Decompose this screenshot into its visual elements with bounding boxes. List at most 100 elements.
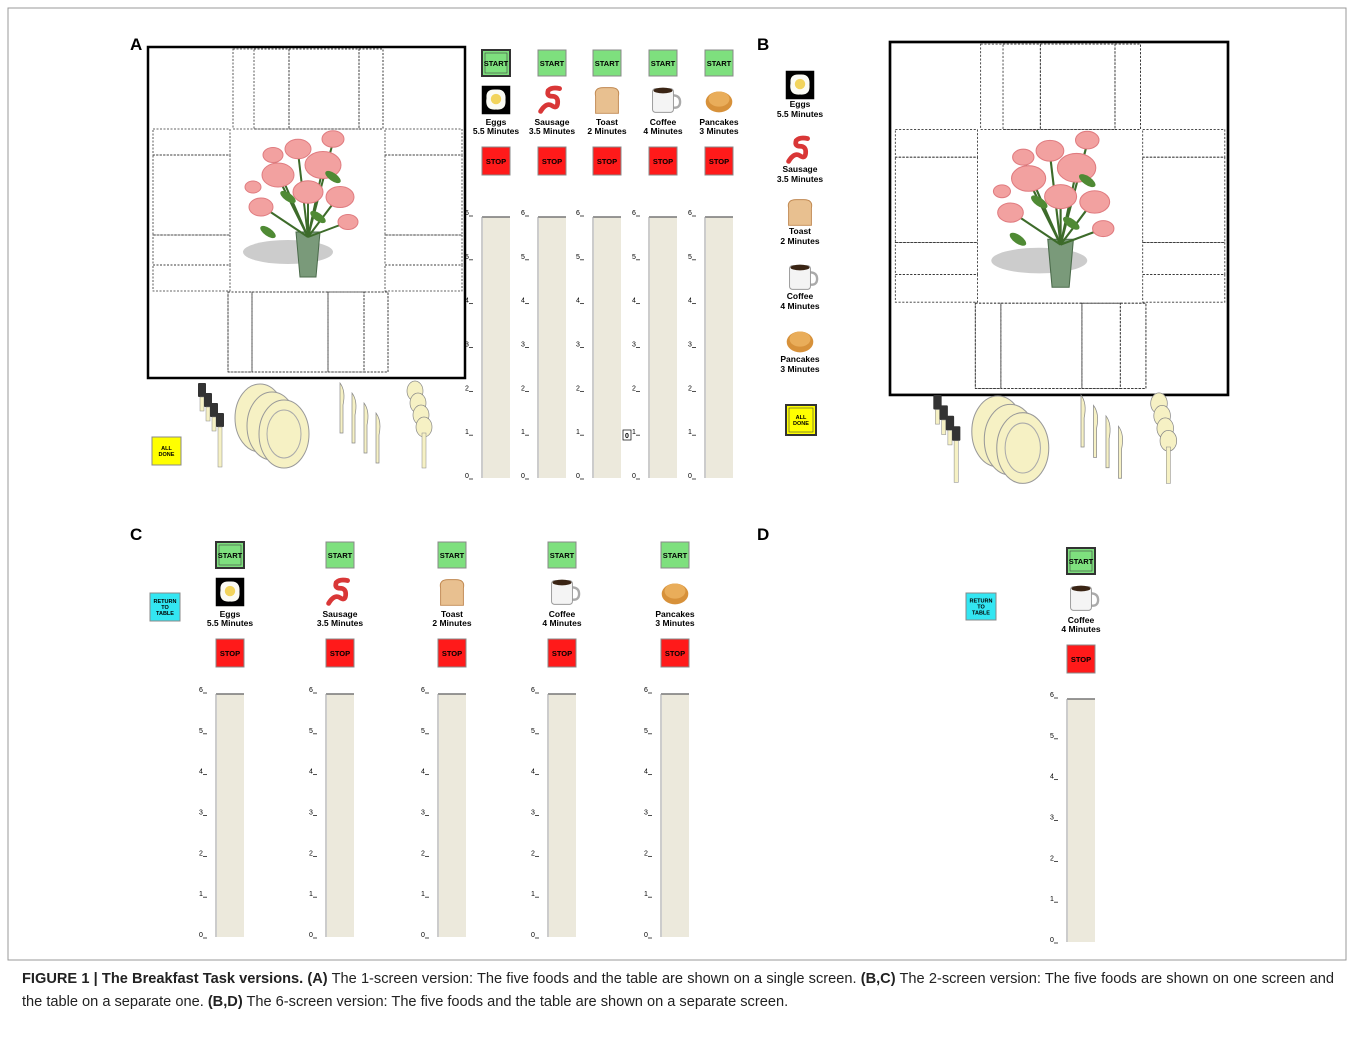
toast [439,579,465,606]
gauge-bar [650,217,677,478]
gauge-tick-label: 0 [632,473,636,480]
button-inner [1069,550,1093,572]
gauge-tick-label: 0 [421,932,425,939]
gauge-bar [594,217,621,478]
gauge-tick-label: 0 [1050,937,1054,944]
button[interactable]: STOP [547,638,577,668]
button[interactable]: START [481,49,511,77]
button-face [1066,644,1096,674]
button[interactable]: STOP [592,146,622,176]
gauge-tick-label: 2 [309,850,313,857]
food-icon [786,331,814,353]
food-time: 3 Minutes [655,618,694,628]
gauge-bar [217,694,244,937]
caption-segment: The 1-screen version: The five foods and… [327,971,857,987]
fork [210,403,218,417]
fork [952,426,961,441]
button-label: STOP [486,157,506,166]
button[interactable]: START [704,49,734,77]
button-label: START [484,59,509,68]
button[interactable]: START [1066,547,1096,575]
button[interactable]: STOP [481,146,511,176]
gauge-tick-label: 1 [199,891,203,898]
food-icon [551,579,581,605]
gauge-tick-label: 1 [531,891,535,898]
gauge-tick-label: 5 [199,728,203,735]
food-icon [652,87,682,113]
button[interactable]: STOP [704,146,734,176]
food-icon [785,70,815,100]
leaf [260,225,276,239]
button-face [325,541,355,569]
sausage [538,85,562,114]
button[interactable]: STOP [437,638,467,668]
gauge-tick-label: 0 [576,473,580,480]
button-face [437,541,467,569]
button-label: START [663,551,688,560]
petal [1044,184,1078,210]
button-label: ALL [796,415,807,421]
button[interactable]: START [325,541,355,569]
button[interactable]: START [547,541,577,569]
gauge-tick-label: 6 [1050,692,1054,699]
placemat [894,274,978,303]
button[interactable]: START [437,541,467,569]
gauge-tick-label: 2 [688,385,692,392]
fork [204,393,212,407]
button-face [965,592,997,621]
food-time: 4 Minutes [542,618,581,628]
gauge-tick-label: 3 [465,342,469,349]
petal [325,186,355,208]
gauge-tick-label: 4 [199,769,203,776]
gauge-tick-label: 3 [531,810,535,817]
button[interactable]: STOP [215,638,245,668]
button[interactable]: START [537,49,567,77]
button-label: TO [977,605,985,611]
button[interactable]: START [660,541,690,569]
button[interactable]: STOP [1066,644,1096,674]
gauge-bar [706,217,733,478]
knife [351,391,357,444]
gauge-tick-label: 3 [199,810,203,817]
button-label: STOP [1071,655,1091,664]
panel-label: A [130,35,142,54]
button[interactable]: START [592,49,622,77]
food-name: Pancakes [655,609,694,619]
food-icon [789,264,819,290]
leaf [1009,232,1027,246]
petal [1035,139,1065,162]
button-face [592,146,622,176]
knife [363,401,369,454]
button[interactable]: STOP [648,146,678,176]
button[interactable]: STOP [537,146,567,176]
button-label: TABLE [156,611,174,617]
fork [933,395,942,410]
leaf [325,170,341,184]
petal [997,202,1024,223]
button-label: START [218,551,243,560]
button-face [785,404,817,436]
toast [594,87,620,114]
gauge-tick-label: 4 [465,298,469,305]
button[interactable]: STOP [325,638,355,668]
gauge-tick-label: 1 [644,891,648,898]
gauge-tick-label: 5 [644,728,648,735]
food-time: 3.5 Minutes [317,618,364,628]
fork-handle [953,440,959,483]
button-face [704,49,734,77]
button[interactable]: START [215,541,245,569]
food-time: 4 Minutes [643,126,682,136]
gauge-tick-label: 4 [309,769,313,776]
button-face [481,146,511,176]
food-name: Coffee [549,609,576,619]
food-time: 2 Minutes [780,236,819,246]
plate-rim [1004,422,1041,474]
button[interactable]: START [648,49,678,77]
gauge-tick-label: 6 [644,687,648,694]
button-face [660,541,690,569]
button[interactable]: STOP [660,638,690,668]
